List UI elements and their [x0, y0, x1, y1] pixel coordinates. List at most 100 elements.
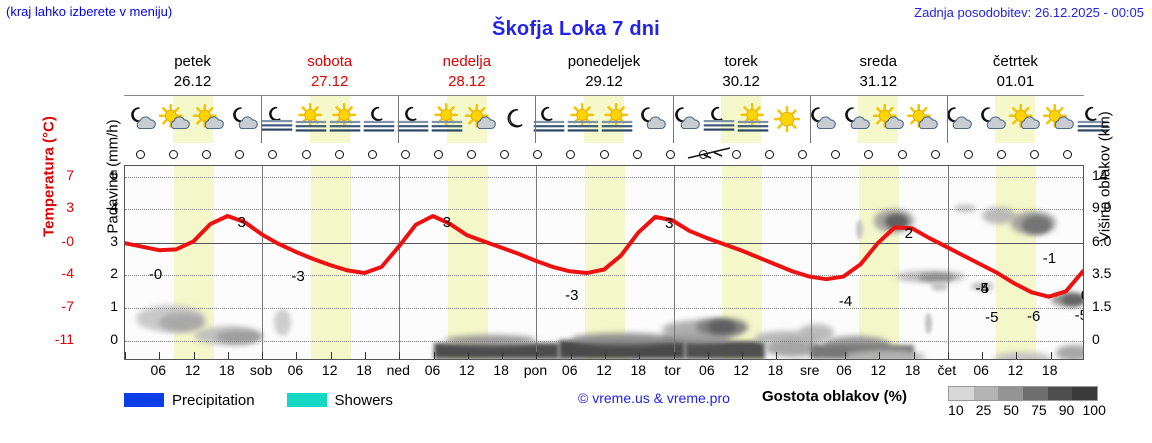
cloud-density-step-25	[973, 387, 999, 400]
day-header-4: ponedeljek 29.12	[535, 52, 672, 94]
hour-marker	[223, 149, 256, 159]
day-separator	[398, 96, 400, 143]
temperature-value-label: -4	[975, 280, 990, 298]
x-tick-label: 18	[767, 362, 784, 378]
cloud-cover-blob	[930, 281, 948, 292]
cloud-density-step-10	[949, 387, 974, 400]
day-header-5: torek 30.12	[673, 52, 810, 94]
moon-cloud-icon	[940, 96, 974, 144]
x-tick-label: 06	[424, 362, 441, 378]
precipitation-tick-3: 2	[110, 265, 118, 282]
temperature-value-label: 0	[1081, 287, 1083, 304]
cloud-density-scale-label: 50	[1003, 402, 1019, 418]
day-header-6: sreda 31.12	[810, 52, 947, 94]
cloud-height-tick-4: 1.5	[1092, 297, 1112, 314]
page-title: Škofja Loka 7 dni	[492, 18, 660, 40]
day-date: 28.12	[448, 73, 486, 90]
cloud-cover-blob	[885, 214, 908, 229]
daylight-band	[859, 166, 900, 359]
fog-icon	[260, 96, 294, 144]
x-tick-label: tor	[664, 362, 681, 378]
cloud-density-scale	[948, 386, 1098, 401]
sun-fog-icon	[566, 96, 600, 144]
cloud-cover-blob	[216, 330, 263, 344]
cloud-cover-blob	[845, 350, 925, 359]
hour-marker-dot	[732, 149, 742, 159]
sun-cloud-icon	[906, 96, 940, 144]
sun-fog-icon	[736, 96, 770, 144]
hour-marker	[720, 149, 753, 159]
hour-marker	[554, 149, 587, 159]
sun-fog-icon	[328, 96, 362, 144]
cloud-density-step-75	[1023, 387, 1048, 400]
temperature-tick-4: -7	[61, 297, 74, 314]
hour-marker-dot	[136, 149, 146, 159]
hour-marker	[157, 149, 190, 159]
cloud-density-step-50	[998, 387, 1024, 400]
copyright-credit[interactable]: © vreme.us & vreme.pro	[578, 390, 730, 406]
hour-marker	[488, 149, 521, 159]
day-header-1: petek 26.12	[124, 52, 261, 94]
temperature-value-label: 2	[904, 225, 913, 243]
hour-marker-dot	[765, 149, 775, 159]
sun-fog-icon	[430, 96, 464, 144]
temperature-value-label: -5	[985, 308, 999, 326]
cloud-density-scale-label: 90	[1058, 402, 1075, 418]
day-date: 27.12	[310, 73, 349, 90]
x-tick-label: pon	[523, 362, 548, 378]
cloud-height-tick-1: 9.0	[1092, 199, 1112, 216]
x-tick-label: 06	[699, 362, 715, 378]
x-tick-label: 12	[733, 362, 749, 378]
hour-marker	[621, 149, 654, 159]
x-axis-ticks	[125, 351, 1083, 359]
hour-marker-dot	[798, 149, 808, 159]
day-separator	[399, 166, 401, 359]
hour-marker-dot	[963, 149, 973, 159]
temperature-value-label: 3	[442, 214, 452, 231]
day-separator	[673, 166, 675, 359]
temperature-tick-0: 7	[66, 166, 74, 183]
day-separator	[810, 166, 812, 359]
x-tick-label: 12	[459, 362, 475, 378]
temperature-value-label: -5	[1074, 306, 1083, 324]
moon-cloud-icon	[838, 96, 872, 144]
moon-cloud-icon	[124, 96, 158, 144]
hour-marker-dot	[897, 149, 907, 159]
x-tick-label: 18	[356, 362, 372, 378]
day-date: 30.12	[722, 73, 760, 90]
temperature-value-label: -3	[565, 287, 579, 305]
temperature-value-label: -5	[975, 280, 990, 298]
hour-marker	[323, 149, 356, 159]
hour-marker-dot	[334, 149, 344, 159]
temperature-value-label: -4	[838, 292, 853, 310]
hour-marker-dot	[1030, 149, 1039, 159]
hour-marker-dot	[202, 149, 212, 159]
cloud-density-scale-label: 10	[948, 402, 964, 418]
x-tick-label: čet	[937, 362, 957, 378]
temperature-tick-2: -0	[61, 233, 74, 250]
x-tick-label: 12	[1007, 362, 1024, 378]
hour-marker-dot	[235, 149, 245, 159]
hour-marker-dot	[632, 149, 642, 159]
cloud-cover-blob	[1056, 345, 1083, 359]
temperature-tick-1: 3	[66, 199, 74, 216]
temperature-value-label: -3	[291, 267, 305, 285]
cloud-cover-slab	[685, 340, 765, 359]
hour-marker-dot	[566, 149, 576, 159]
hour-marker-dot	[367, 149, 377, 159]
x-axis-tick-labels: 06 12 18 sob 06 12 18 ned 06 12 18 pon 06 12 18 tor 06 12…	[124, 362, 1084, 380]
cloud-density-scale-label: 75	[1031, 402, 1047, 418]
day-separator	[535, 96, 537, 143]
menu-hint-text: (kraj lahko izberete v meniju)	[6, 4, 173, 19]
horizontal-gridline	[125, 243, 1083, 245]
x-tick-label: 06	[973, 362, 989, 378]
sun-cloud-icon	[158, 96, 192, 144]
precipitation-legend-label: Precipitation	[172, 391, 255, 409]
cloud-cover-blob	[919, 273, 954, 282]
day-date: 01.01	[996, 73, 1035, 90]
horizontal-gridline	[125, 209, 1083, 211]
cloud-cover-blob	[953, 203, 977, 214]
day-separator	[261, 96, 263, 143]
hour-marker	[753, 149, 786, 159]
